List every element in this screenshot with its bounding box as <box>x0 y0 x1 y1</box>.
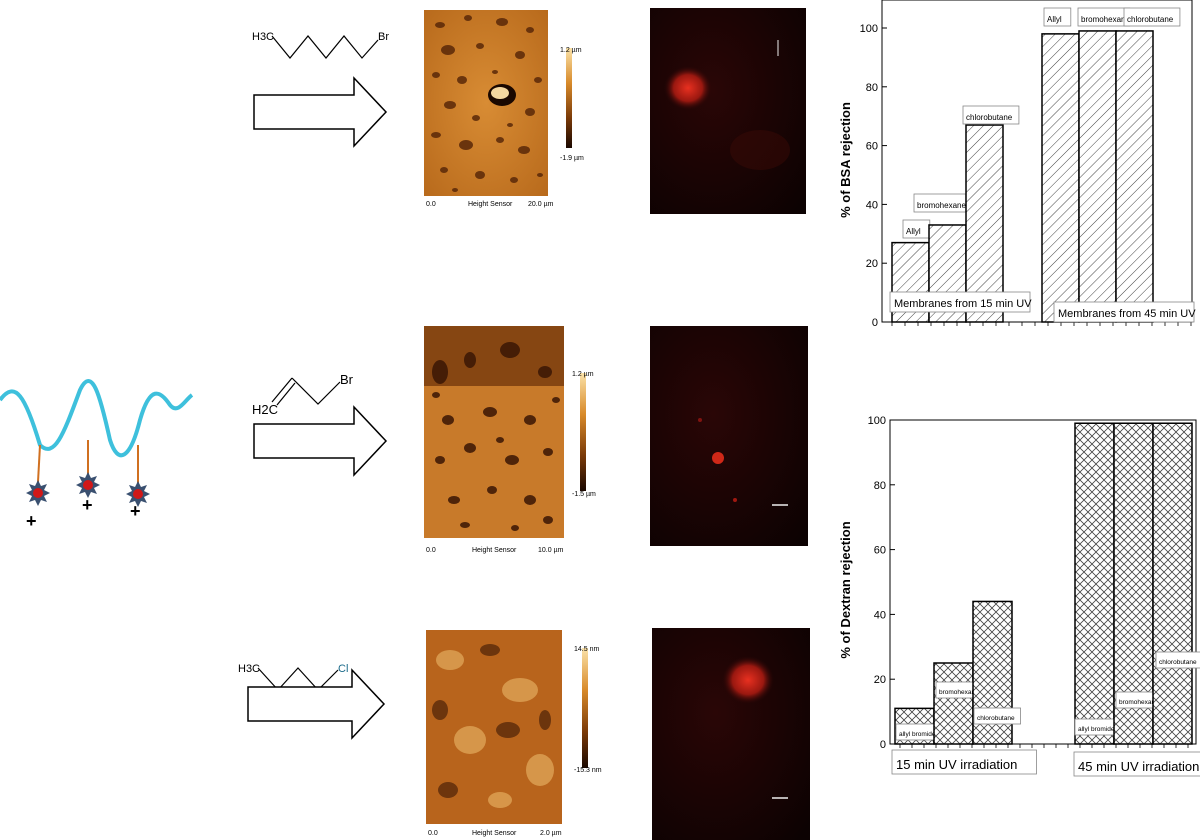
bar <box>1115 30 1154 323</box>
bar <box>1074 422 1115 745</box>
afm-scale-min: -1.5 µm <box>572 491 596 498</box>
bar-label: bromohexane <box>1119 699 1159 706</box>
group-label: 15 min UV irradiation <box>896 757 1017 772</box>
bar-label-box <box>973 707 1021 725</box>
molecule-right-group: Cl <box>338 663 348 675</box>
afm-axis-start: 0.0 <box>428 830 438 837</box>
afm-axis-start: 0.0 <box>426 201 436 208</box>
charge-label: + <box>82 495 93 515</box>
afm-image-2: 1.2 µm -1.5 µm 0.0 Height Sensor 10.0 µm <box>424 326 596 554</box>
arrow-right-icon <box>253 76 388 148</box>
bar-label: chlorobutane <box>977 715 1015 722</box>
bar <box>1113 422 1154 745</box>
bar-label-box <box>1155 651 1200 669</box>
afm-scale-max: 1.2 µm <box>560 47 582 54</box>
group-label: Membranes from 45 min UV <box>1058 308 1196 320</box>
bar-label: chlorobutane <box>1159 659 1197 666</box>
bsa-rejection-chart: % of BSA rejection 0 20 40 60 80 100 Allyl bro… <box>838 0 1196 329</box>
bar-label: Allyl <box>1047 15 1062 24</box>
charge-label: + <box>26 511 37 531</box>
y-axis-label: % of BSA rejection <box>838 102 853 218</box>
y-tick-label: 80 <box>874 480 886 492</box>
bar-label: chlorobutane <box>1127 15 1174 24</box>
y-tick-label: 60 <box>874 545 886 557</box>
y-axis-label: % of Dextran rejection <box>838 521 853 658</box>
bar-label: allyl bromide <box>899 731 936 738</box>
confocal-image-1 <box>650 8 806 214</box>
afm-axis-label: Height Sensor <box>472 547 517 554</box>
afm-axis-end: 20.0 µm <box>528 201 554 208</box>
molecule-left-group: H2C <box>252 402 278 417</box>
group-label: Membranes from 15 min UV <box>894 298 1032 310</box>
afm-axis-label: Height Sensor <box>472 830 517 837</box>
y-tick-label: 0 <box>880 739 886 751</box>
afm-image-1: 1.2 µm -1.9 µm 0.0 Height Sensor 20.0 µm <box>424 10 584 208</box>
afm-scale-max: 14.5 nm <box>574 646 599 653</box>
molecule-allyl-bromide: H2C Br <box>252 372 354 417</box>
bar <box>1078 30 1117 323</box>
molecule-right-group: Br <box>378 31 389 43</box>
y-tick-label: 100 <box>860 23 878 35</box>
bar-label-box <box>1123 7 1181 27</box>
y-tick-label: 0 <box>872 317 878 329</box>
molecule-chlorobutane: H3C Cl <box>238 663 348 691</box>
bar-label: Allyl <box>906 227 921 236</box>
afm-image-3: 14.5 nm -15.3 nm 0.0 Height Sensor 2.0 µ… <box>426 630 602 837</box>
bar-label-box <box>962 105 1020 125</box>
bar-label-box <box>1043 7 1072 27</box>
molecule-left-group: H3C <box>238 663 260 675</box>
molecule-left-group: H3C <box>252 31 274 43</box>
confocal-image-3 <box>652 628 810 840</box>
bar <box>933 662 974 745</box>
molecule-right-group: Br <box>340 372 354 387</box>
y-tick-label: 100 <box>868 415 886 427</box>
bar-label: allyl bromide <box>1078 726 1115 733</box>
bar-label: bromohexane <box>1081 15 1130 24</box>
charge-label: + <box>130 501 141 521</box>
arrow-right-icon <box>253 405 388 477</box>
y-tick-label: 20 <box>874 674 886 686</box>
bar <box>1041 33 1080 323</box>
dextran-rejection-chart: % of Dextran rejection 0 20 40 60 80 100 ally… <box>838 415 1200 777</box>
y-tick-label: 20 <box>866 258 878 270</box>
bar-label: chlorobutane <box>966 113 1013 122</box>
afm-scale-min: -15.3 nm <box>574 767 602 774</box>
y-tick-label: 80 <box>866 82 878 94</box>
afm-axis-label: Height Sensor <box>468 201 513 208</box>
group-label-box <box>891 749 1037 775</box>
group-label-box <box>1053 301 1195 323</box>
afm-axis-start: 0.0 <box>426 547 436 554</box>
bar-label: bromohexane <box>939 689 979 696</box>
linker-1 <box>37 444 41 483</box>
bar <box>965 124 1004 323</box>
molecule-bromohexane: H3C Br <box>252 31 389 59</box>
confocal-image-2 <box>650 326 808 546</box>
y-tick-label: 40 <box>874 609 886 621</box>
charged-group-icon <box>126 481 150 507</box>
charged-group-icon <box>26 480 50 506</box>
group-label-box <box>889 291 1031 313</box>
afm-axis-end: 2.0 µm <box>540 830 562 837</box>
bar <box>1152 422 1193 745</box>
bar-label: bromohexane <box>917 201 966 210</box>
afm-scale-min: -1.9 µm <box>560 155 584 162</box>
group-label: 45 min UV irradiation <box>1078 759 1199 774</box>
afm-scale-max: 1.2 µm <box>572 371 594 378</box>
polymer-diagram: + + + <box>0 379 194 531</box>
plot-frame <box>889 419 1197 745</box>
y-tick-label: 40 <box>866 199 878 211</box>
charged-group-icon <box>76 472 100 498</box>
afm-axis-end: 10.0 µm <box>538 547 564 554</box>
y-tick-label: 60 <box>866 141 878 153</box>
plot-frame <box>881 0 1193 323</box>
polymer-chain <box>0 379 194 458</box>
group-label-box <box>1073 751 1200 777</box>
arrow-right-icon <box>247 668 386 740</box>
